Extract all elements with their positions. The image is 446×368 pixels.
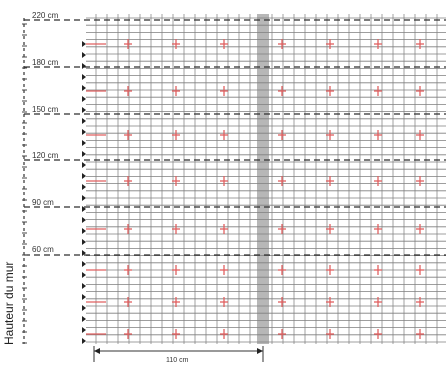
anchor-marker [82, 206, 86, 212]
anchor-marker [82, 96, 86, 102]
anchor-marker [82, 327, 86, 333]
height-label: 90 cm [32, 198, 54, 207]
anchor-marker [82, 305, 86, 311]
anchor-marker [82, 162, 86, 168]
anchor-marker [82, 294, 86, 300]
anchor-marker [82, 239, 86, 245]
height-labels: 220 cm 180 cm 150 cm 120 cm 90 cm 60 cm [32, 11, 59, 254]
anchor-marker [82, 261, 86, 267]
anchor-marker [82, 338, 86, 344]
height-label: 150 cm [32, 105, 59, 114]
anchor-marker [82, 250, 86, 256]
anchor-marker [82, 118, 86, 124]
height-label: 220 cm [32, 11, 59, 20]
anchor-marker [82, 63, 86, 69]
anchor-marker [82, 41, 86, 47]
anchor-marker [82, 272, 86, 278]
anchor-marker [82, 74, 86, 80]
height-label: 60 cm [32, 245, 54, 254]
width-label: 110 cm [166, 357, 189, 364]
axis-title: Hauteur du mur [2, 262, 16, 345]
anchor-marker [82, 184, 86, 190]
height-marker-lines [24, 19, 446, 256]
joint-band-fill [257, 14, 269, 344]
width-dimension: 110 cm [93, 346, 264, 364]
anchor-marker [82, 195, 86, 201]
anchor-marker [82, 129, 86, 135]
height-axis [22, 18, 86, 344]
fixing-marks [86, 39, 424, 339]
anchor-marker [82, 228, 86, 234]
joint-band [257, 14, 269, 344]
anchor-marker [82, 316, 86, 322]
vertical-grid-lines [95, 14, 438, 344]
anchor-marker [82, 85, 86, 91]
anchor-marker [82, 151, 86, 157]
height-label: 180 cm [32, 58, 59, 67]
horizontal-grid-lines [86, 17, 446, 343]
anchor-marker [82, 107, 86, 113]
anchor-marker [82, 140, 86, 146]
anchor-marker [82, 217, 86, 223]
anchor-marker [82, 52, 86, 58]
anchor-marker [82, 173, 86, 179]
anchor-marker [82, 283, 86, 289]
dimension-arrow-right [257, 348, 263, 354]
dimension-arrow-left [94, 348, 100, 354]
height-label: 120 cm [32, 151, 59, 160]
